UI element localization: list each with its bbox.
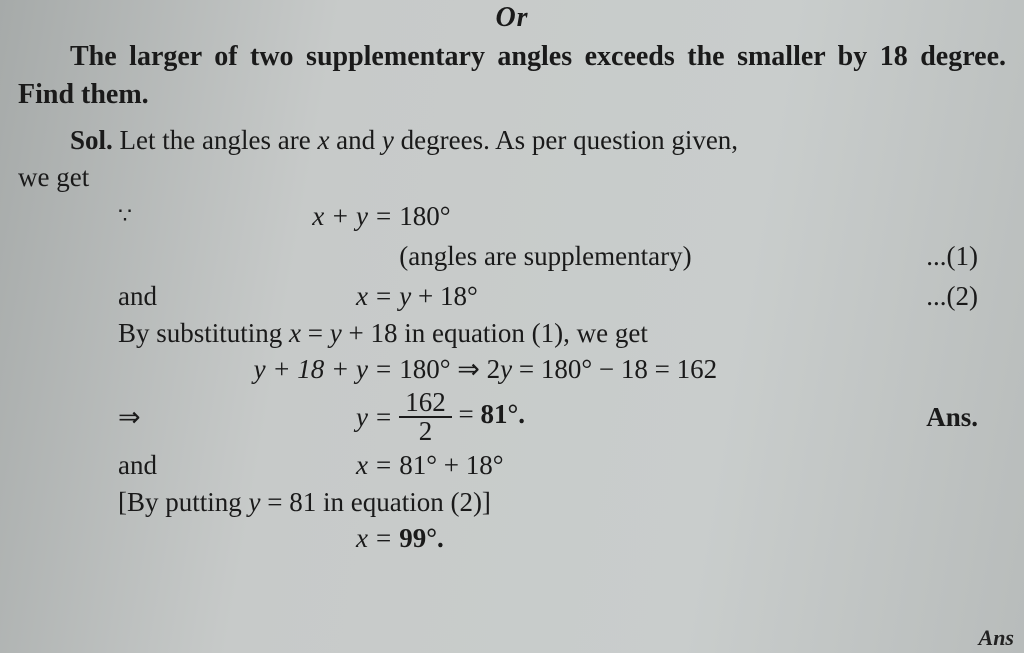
y-lhs: y	[356, 402, 368, 432]
bracket-note: [By putting y = 81 in equation (2)]	[118, 487, 1006, 518]
sol-label: Sol.	[70, 125, 113, 155]
eq1-note: (angles are supplementary)	[399, 237, 691, 275]
equation-2: and x = y + 18° ...(2)	[118, 276, 1006, 316]
eq2-tag: ...(2)	[926, 277, 978, 315]
fraction: 162 2	[399, 389, 452, 445]
document-page: Or The larger of two supplementary angle…	[0, 0, 1024, 653]
fraction-numerator: 162	[399, 389, 452, 418]
ans-label: Ans.	[926, 398, 978, 436]
fraction-denominator: 2	[399, 418, 452, 445]
derivation-line-2: ⇒ y = 162 2 = 81°. Ans.	[118, 389, 1006, 445]
equals-sign: =	[368, 197, 399, 235]
substitution-text: By substituting x = y + 18 in equation (…	[118, 318, 1006, 349]
solution-intro: Sol. Let the angles are x and y degrees.…	[18, 122, 1006, 159]
eq1-lhs: x + y	[178, 197, 368, 235]
problem-text: The larger of two supplementary angles e…	[18, 41, 1006, 110]
final-line: x = 99°.	[118, 518, 1006, 558]
equals-sign-2: =	[368, 277, 399, 315]
solution-intro-line2: we get	[18, 159, 1006, 196]
or-heading: Or	[18, 0, 1006, 34]
derivation-block: y + 18 + y = 180° ⇒ 2y = 180° − 18 = 162…	[118, 349, 1006, 485]
equation-1-note-row: = (angles are supplementary) ...(1)	[118, 236, 1006, 276]
bottom-ans-fragment: Ans	[979, 625, 1014, 651]
eq2-rhs: y + 18°	[399, 277, 478, 315]
problem-statement: The larger of two supplementary angles e…	[18, 38, 1006, 114]
intro-text: Let the angles are x and y degrees. As p…	[120, 125, 739, 155]
and-label: and	[118, 277, 178, 315]
because-symbol: ∵	[118, 200, 178, 231]
equation-1: ∵ x + y = 180°	[118, 196, 1006, 236]
y-result: 81°.	[480, 399, 525, 429]
equation-block: ∵ x + y = 180° = (angles are supplementa…	[118, 196, 1006, 316]
final-block: x = 99°.	[118, 518, 1006, 558]
derivation-line-3: and x = 81° + 18°	[118, 445, 1006, 485]
eq1-rhs: 180°	[399, 197, 450, 235]
derivation-line-1: y + 18 + y = 180° ⇒ 2y = 180° − 18 = 162	[118, 349, 1006, 389]
implies-symbol: ⇒	[118, 398, 178, 436]
eq1-tag: ...(1)	[926, 237, 978, 275]
and-label-2: and	[118, 446, 178, 484]
x-lhs: x	[356, 450, 368, 480]
x-rhs: 81° + 18°	[399, 446, 503, 484]
eq2-lhs: x	[178, 277, 368, 315]
